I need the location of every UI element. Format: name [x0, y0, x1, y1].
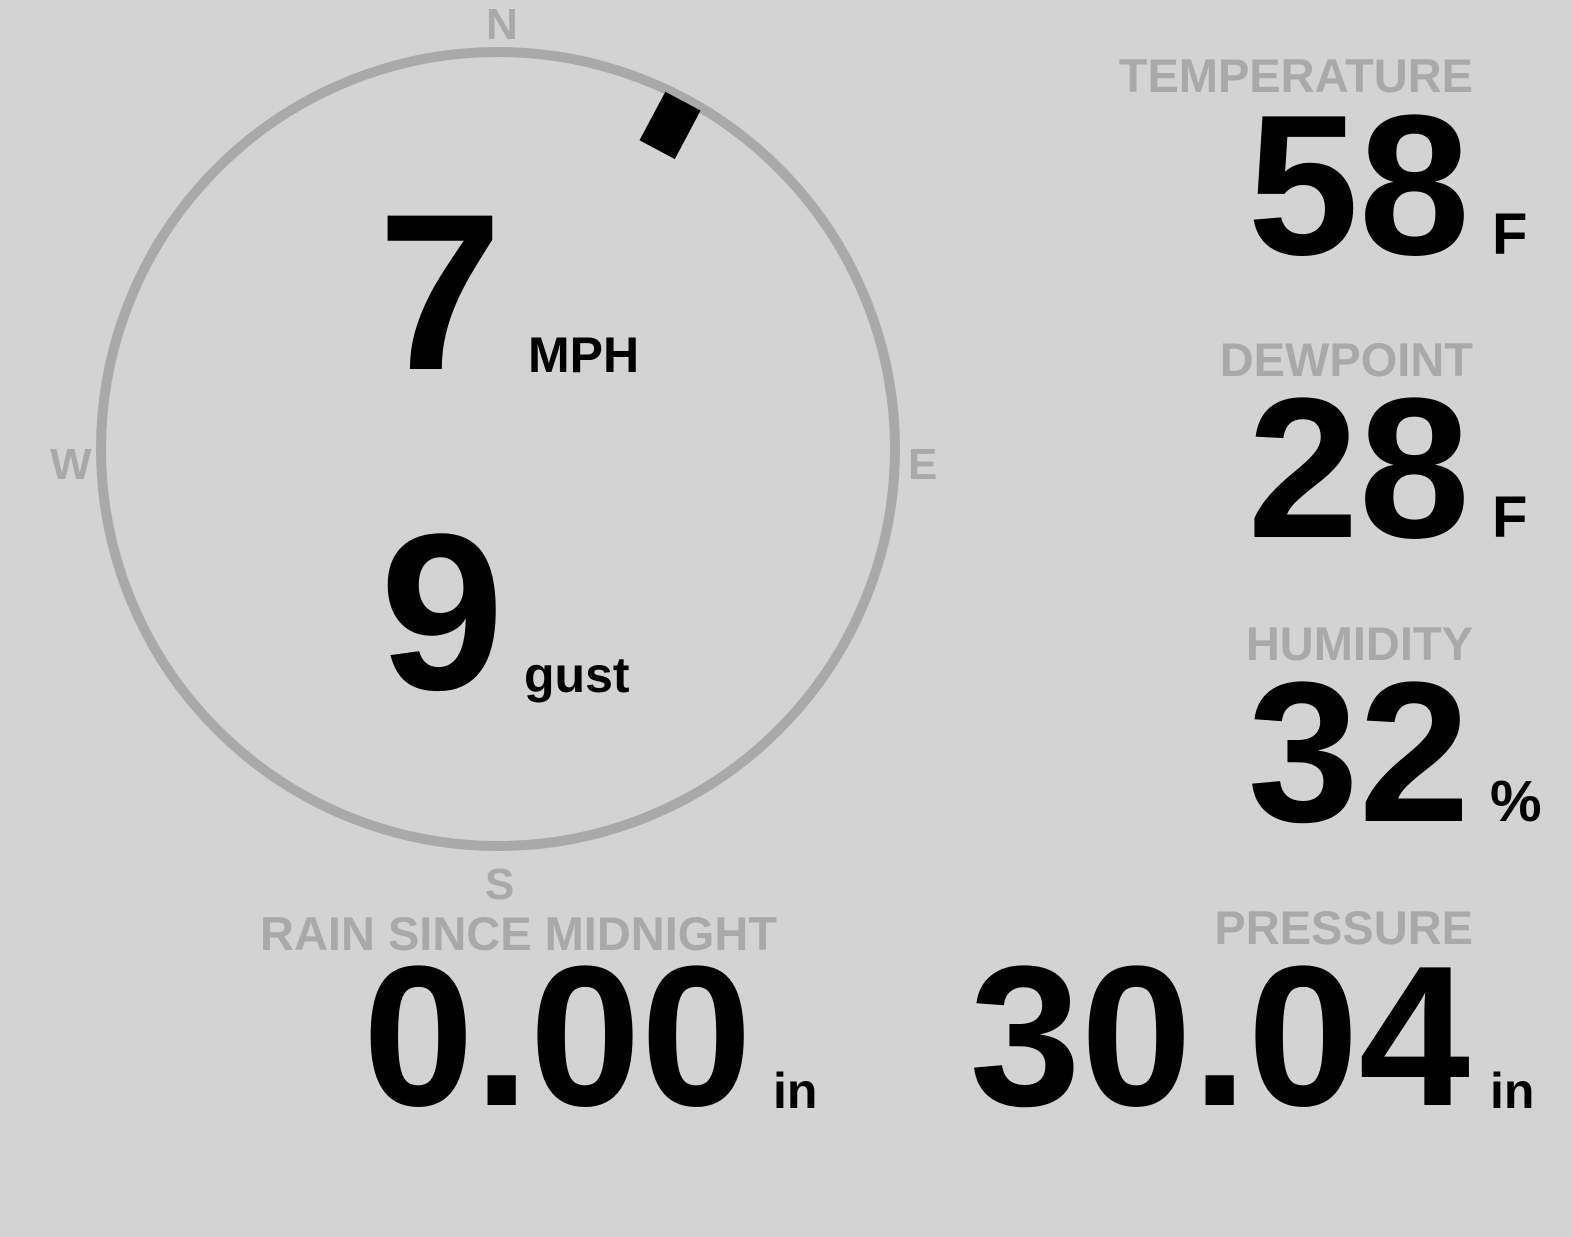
humidity-unit: %: [1490, 769, 1542, 834]
wind-direction-marker: [639, 91, 701, 160]
compass-north-label: N: [486, 0, 518, 49]
dewpoint-unit: F: [1492, 485, 1528, 550]
compass-east-label: E: [908, 440, 938, 489]
temperature-unit: F: [1492, 202, 1528, 267]
temperature-label: TEMPERATURE: [1118, 49, 1473, 102]
humidity-value: 32: [1247, 641, 1470, 864]
dewpoint-label: DEWPOINT: [1219, 333, 1473, 386]
wind-speed-unit: MPH: [528, 327, 640, 383]
pressure-value: 30.04: [969, 925, 1471, 1148]
wind-gust-label: gust: [524, 647, 630, 703]
dewpoint-value: 28: [1247, 357, 1470, 580]
rain-label: RAIN SINCE MIDNIGHT: [260, 907, 777, 960]
compass-south-label: S: [485, 860, 515, 909]
wind-gust-value: 9: [380, 488, 505, 737]
wind-speed-value: 7: [378, 168, 503, 417]
pressure-unit: in: [1490, 1063, 1535, 1119]
compass-ring: [96, 47, 900, 851]
pressure-label: PRESSURE: [1214, 901, 1473, 954]
temperature-value: 58: [1247, 74, 1470, 297]
compass-west-label: W: [50, 440, 92, 489]
humidity-label: HUMIDITY: [1245, 617, 1473, 670]
rain-value: 0.00: [362, 925, 752, 1148]
rain-unit: in: [773, 1063, 818, 1119]
